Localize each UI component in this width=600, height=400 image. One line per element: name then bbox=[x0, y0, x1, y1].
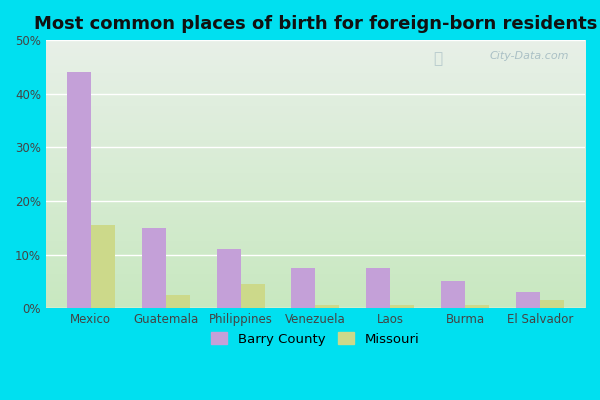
Title: Most common places of birth for foreign-born residents: Most common places of birth for foreign-… bbox=[34, 15, 597, 33]
Bar bbox=[142, 228, 166, 308]
Bar bbox=[391, 306, 414, 308]
Bar bbox=[367, 268, 391, 308]
Bar bbox=[166, 295, 190, 308]
Bar bbox=[316, 306, 340, 308]
Legend: Barry County, Missouri: Barry County, Missouri bbox=[207, 328, 424, 350]
Bar bbox=[292, 268, 316, 308]
Bar bbox=[67, 72, 91, 308]
Bar bbox=[241, 284, 265, 308]
Text: City-Data.com: City-Data.com bbox=[490, 51, 569, 61]
Bar bbox=[540, 300, 564, 308]
Bar bbox=[516, 292, 540, 308]
Bar bbox=[91, 225, 115, 308]
Bar bbox=[217, 249, 241, 308]
Bar bbox=[465, 306, 489, 308]
Bar bbox=[441, 281, 465, 308]
Text: ⌕: ⌕ bbox=[433, 51, 442, 66]
